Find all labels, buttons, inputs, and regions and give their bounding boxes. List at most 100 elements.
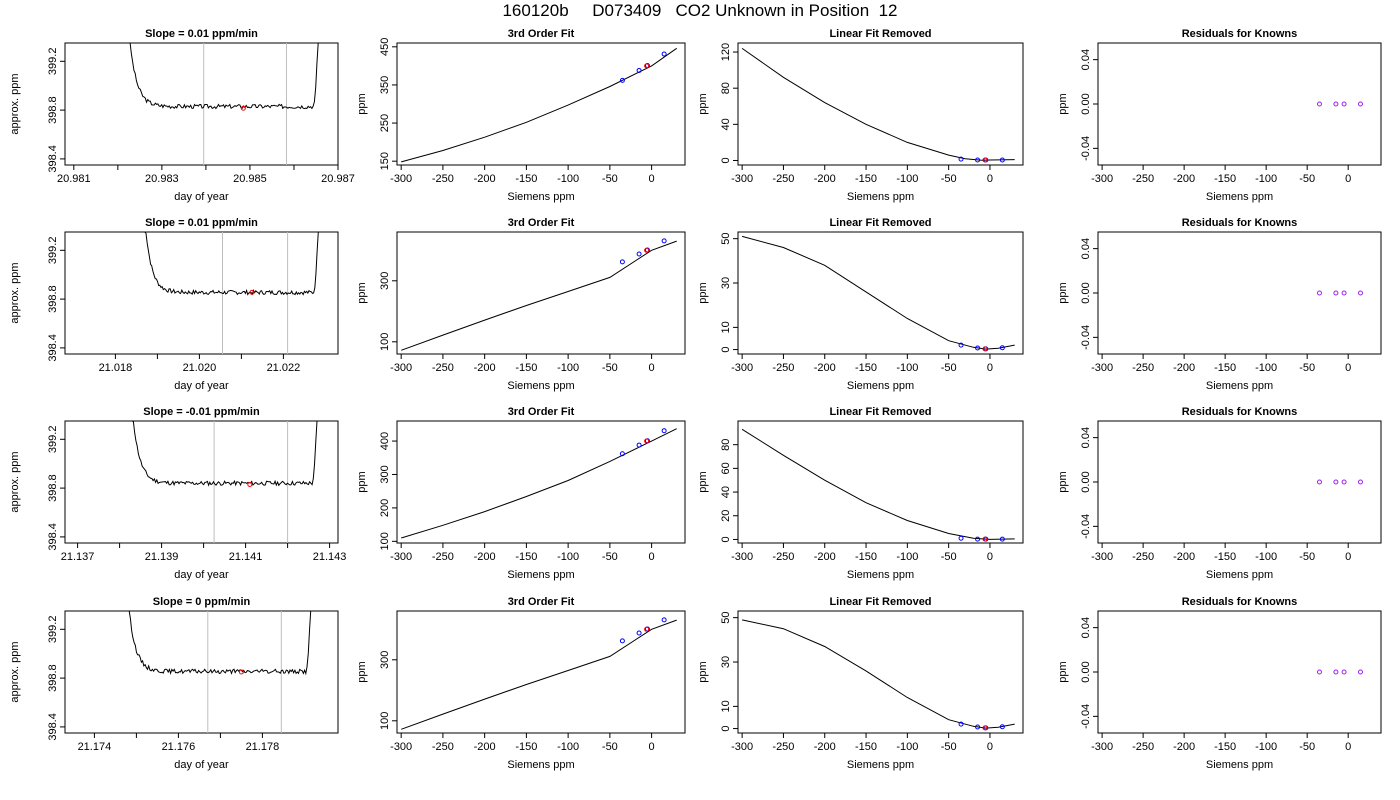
y-tick-label: 10: [720, 321, 732, 333]
panel-title: 3rd Order Fit: [508, 406, 575, 418]
y-tick-label: 80: [720, 82, 732, 94]
y-axis-label: approx. ppm: [9, 451, 21, 512]
x-tick-label: 21.174: [78, 741, 112, 753]
plot-frame: [64, 610, 339, 734]
plot-frame: [396, 610, 686, 734]
fit-curve-line: [401, 240, 677, 351]
known-point: [619, 77, 625, 83]
x-tick-label: -300: [1091, 173, 1113, 185]
fit-curve-line: [741, 619, 1015, 729]
residual-point: [1333, 479, 1339, 485]
x-axis-label: day of year: [174, 380, 229, 392]
x-tick-label: -100: [1255, 741, 1277, 753]
y-tick-label: 60: [720, 462, 732, 474]
y-tick-label: 0.04: [1080, 617, 1092, 638]
panel-title: Residuals for Knowns: [1182, 596, 1298, 608]
x-tick-label: -250: [772, 173, 794, 185]
x-axis-label: Siemens ppm: [847, 191, 914, 203]
x-tick-label: -300: [1091, 741, 1113, 753]
fit-curve-line: [401, 428, 677, 539]
x-tick-label: 0: [987, 362, 993, 374]
y-tick-label: 0.04: [1080, 49, 1092, 70]
x-tick-label: 21.022: [267, 362, 301, 374]
y-tick-label: 399.2: [47, 48, 59, 76]
panel-title: 3rd Order Fit: [508, 596, 575, 608]
x-tick-label: -200: [474, 173, 496, 185]
residual-point: [1357, 669, 1363, 675]
x-tick-label: 21.178: [246, 741, 280, 753]
y-tick-label: 450: [379, 38, 391, 56]
known-point: [619, 638, 625, 644]
x-axis-label: Siemens ppm: [847, 380, 914, 392]
x-tick-label: -100: [896, 173, 918, 185]
known-point: [661, 617, 667, 623]
x-tick-label: -250: [1132, 362, 1154, 374]
plot-frame: [1097, 42, 1382, 166]
x-tick-label: 0: [649, 173, 655, 185]
x-tick-label: -50: [602, 551, 618, 563]
known-point: [636, 442, 642, 448]
panel-3-2: 3rd Order Fit Siemens ppm ppm -300 -250 -200 -…: [356, 406, 686, 581]
plot-frame: [64, 420, 339, 544]
unknown-mean-point: [238, 669, 244, 675]
x-tick-label: 0: [987, 173, 993, 185]
panel-title: Linear Fit Removed: [829, 217, 931, 229]
x-axis-label: Siemens ppm: [507, 569, 574, 581]
x-tick-label: -150: [1214, 362, 1236, 374]
y-axis-label: ppm: [697, 661, 709, 682]
known-point: [999, 536, 1005, 542]
x-tick-label: -50: [941, 362, 957, 374]
x-tick-label: -100: [1255, 362, 1277, 374]
y-tick-label: 0.00: [1080, 661, 1092, 682]
x-tick-label: 20.981: [57, 173, 91, 185]
x-tick-label: -250: [1132, 173, 1154, 185]
y-axis-label: ppm: [1057, 471, 1069, 492]
known-point: [619, 259, 625, 265]
y-tick-label: 200: [379, 499, 391, 517]
y-axis-label: ppm: [697, 93, 709, 114]
x-tick-label: -250: [772, 362, 794, 374]
panel-2-4: Residuals for Knowns Siemens ppm ppm -300 -2…: [1057, 217, 1382, 392]
y-axis-label: ppm: [356, 282, 368, 303]
known-point: [975, 345, 981, 351]
fit-curve-line: [401, 47, 677, 163]
y-tick-label: -0.04: [1080, 136, 1092, 161]
x-tick-label: -50: [941, 173, 957, 185]
residual-point: [1316, 479, 1322, 485]
x-tick-label: 21.020: [183, 362, 217, 374]
y-tick-label: 50: [720, 233, 732, 245]
panel-2-2: 3rd Order Fit Siemens ppm ppm -300 -250 -200 -…: [356, 217, 686, 392]
x-tick-label: -100: [557, 741, 579, 753]
x-tick-label: -250: [432, 741, 454, 753]
panel-title: Linear Fit Removed: [829, 28, 931, 40]
y-tick-label: 120: [720, 43, 732, 61]
y-tick-label: 100: [379, 712, 391, 730]
residual-point: [1341, 101, 1347, 107]
x-tick-label: -200: [814, 551, 836, 563]
x-tick-label: -300: [731, 741, 753, 753]
plot-frame: [64, 231, 339, 355]
x-tick-label: -200: [1173, 551, 1195, 563]
x-axis-label: day of year: [174, 191, 229, 203]
y-axis-label: ppm: [1057, 661, 1069, 682]
x-tick-label: -50: [1299, 362, 1315, 374]
y-tick-label: 0.00: [1080, 282, 1092, 303]
x-tick-label: -150: [855, 741, 877, 753]
x-tick-label: -150: [855, 551, 877, 563]
x-tick-label: 0: [649, 741, 655, 753]
plot-frame: [737, 420, 1024, 544]
x-tick-label: -300: [390, 551, 412, 563]
known-point: [958, 721, 964, 727]
residual-point: [1316, 290, 1322, 296]
x-axis-label: Siemens ppm: [1206, 759, 1273, 771]
x-tick-label: 0: [987, 551, 993, 563]
y-tick-label: 20: [720, 510, 732, 522]
main-title: 160120b D073409 CO2 Unknown in Position …: [502, 1, 898, 20]
y-tick-label: 398.4: [47, 145, 59, 173]
y-tick-label: 399.2: [47, 426, 59, 454]
y-tick-label: 398.8: [47, 664, 59, 692]
residual-point: [1357, 290, 1363, 296]
y-axis-label: ppm: [1057, 282, 1069, 303]
unknown-point: [644, 247, 650, 253]
x-tick-label: -100: [896, 741, 918, 753]
